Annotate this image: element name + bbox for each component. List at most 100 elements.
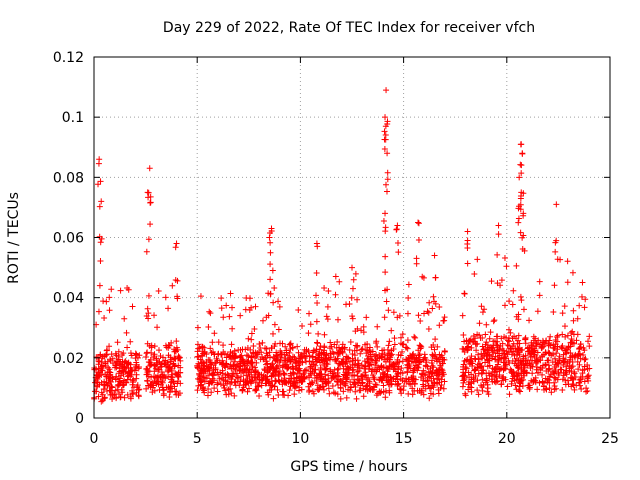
- data-point: [412, 334, 419, 341]
- data-point: [334, 366, 341, 373]
- data-point: [432, 300, 439, 307]
- data-point: [575, 352, 582, 359]
- data-point: [400, 387, 407, 394]
- data-point: [573, 382, 580, 389]
- data-point: [533, 363, 540, 370]
- data-point: [288, 375, 295, 382]
- data-point: [525, 382, 532, 389]
- data-point: [288, 356, 295, 363]
- data-point: [502, 365, 509, 372]
- data-point: [566, 365, 573, 372]
- data-point: [246, 385, 253, 392]
- data-point: [394, 373, 401, 380]
- data-point: [148, 342, 155, 349]
- data-point: [240, 377, 247, 384]
- data-point: [222, 371, 229, 378]
- data-point: [95, 181, 102, 188]
- data-point: [97, 239, 104, 246]
- data-point: [143, 350, 150, 357]
- data-point: [327, 345, 334, 352]
- data-point: [460, 331, 467, 338]
- data-point: [347, 339, 354, 346]
- data-point: [349, 313, 356, 320]
- data-point: [464, 260, 471, 267]
- data-point: [441, 378, 448, 385]
- data-point: [373, 381, 380, 388]
- data-point: [586, 333, 593, 340]
- data-point: [291, 391, 298, 398]
- data-point: [237, 346, 244, 353]
- data-point: [337, 384, 344, 391]
- data-point: [217, 380, 224, 387]
- data-point: [397, 340, 404, 347]
- data-point: [518, 170, 525, 177]
- data-point: [218, 351, 225, 358]
- data-point: [409, 391, 416, 398]
- data-point: [508, 378, 515, 385]
- data-point: [547, 371, 554, 378]
- data-point: [348, 294, 355, 301]
- data-point: [290, 366, 297, 373]
- data-point: [317, 375, 324, 382]
- data-point: [237, 312, 244, 319]
- data-point: [416, 358, 423, 365]
- data-point: [384, 368, 391, 375]
- data-point: [570, 307, 577, 314]
- data-point: [475, 391, 482, 398]
- data-point: [434, 343, 441, 350]
- data-point: [415, 220, 422, 227]
- data-point: [211, 360, 218, 367]
- data-point: [299, 322, 306, 329]
- data-point: [415, 347, 422, 354]
- data-point: [363, 374, 370, 381]
- data-point: [337, 395, 344, 402]
- data-point: [586, 343, 593, 350]
- data-point: [340, 388, 347, 395]
- data-point: [536, 278, 543, 285]
- data-point: [271, 285, 278, 292]
- data-point: [252, 387, 259, 394]
- data-point: [378, 364, 385, 371]
- data-point: [581, 347, 588, 354]
- data-point: [294, 343, 301, 350]
- data-point: [136, 352, 143, 359]
- data-point: [548, 389, 555, 396]
- data-point: [428, 360, 435, 367]
- data-point: [233, 363, 240, 370]
- data-point: [400, 383, 407, 390]
- data-point: [306, 310, 313, 317]
- data-point: [508, 369, 515, 376]
- data-point: [314, 374, 321, 381]
- data-point: [144, 305, 151, 312]
- data-point: [306, 352, 313, 359]
- data-point: [332, 390, 339, 397]
- data-point: [177, 357, 184, 364]
- data-point: [515, 215, 522, 222]
- data-point: [172, 244, 179, 251]
- data-point: [471, 355, 478, 362]
- data-point: [256, 340, 263, 347]
- data-point: [440, 385, 447, 392]
- data-point: [146, 165, 153, 172]
- data-point: [313, 318, 320, 325]
- data-point: [302, 354, 309, 361]
- data-point: [117, 380, 124, 387]
- data-point: [505, 326, 512, 333]
- data-point: [321, 331, 328, 338]
- data-point: [411, 365, 418, 372]
- data-point: [307, 365, 314, 372]
- data-point: [97, 257, 104, 264]
- data-point: [199, 359, 206, 366]
- data-point: [145, 189, 152, 196]
- data-point: [95, 393, 102, 400]
- data-point: [305, 383, 312, 390]
- data-point: [166, 363, 173, 370]
- data-point: [355, 376, 362, 383]
- data-point: [436, 322, 443, 329]
- data-point: [388, 378, 395, 385]
- data-point: [425, 382, 432, 389]
- data-point: [545, 366, 552, 373]
- x-tick-label: 0: [90, 431, 99, 447]
- data-point: [98, 398, 105, 405]
- data-point: [388, 347, 395, 354]
